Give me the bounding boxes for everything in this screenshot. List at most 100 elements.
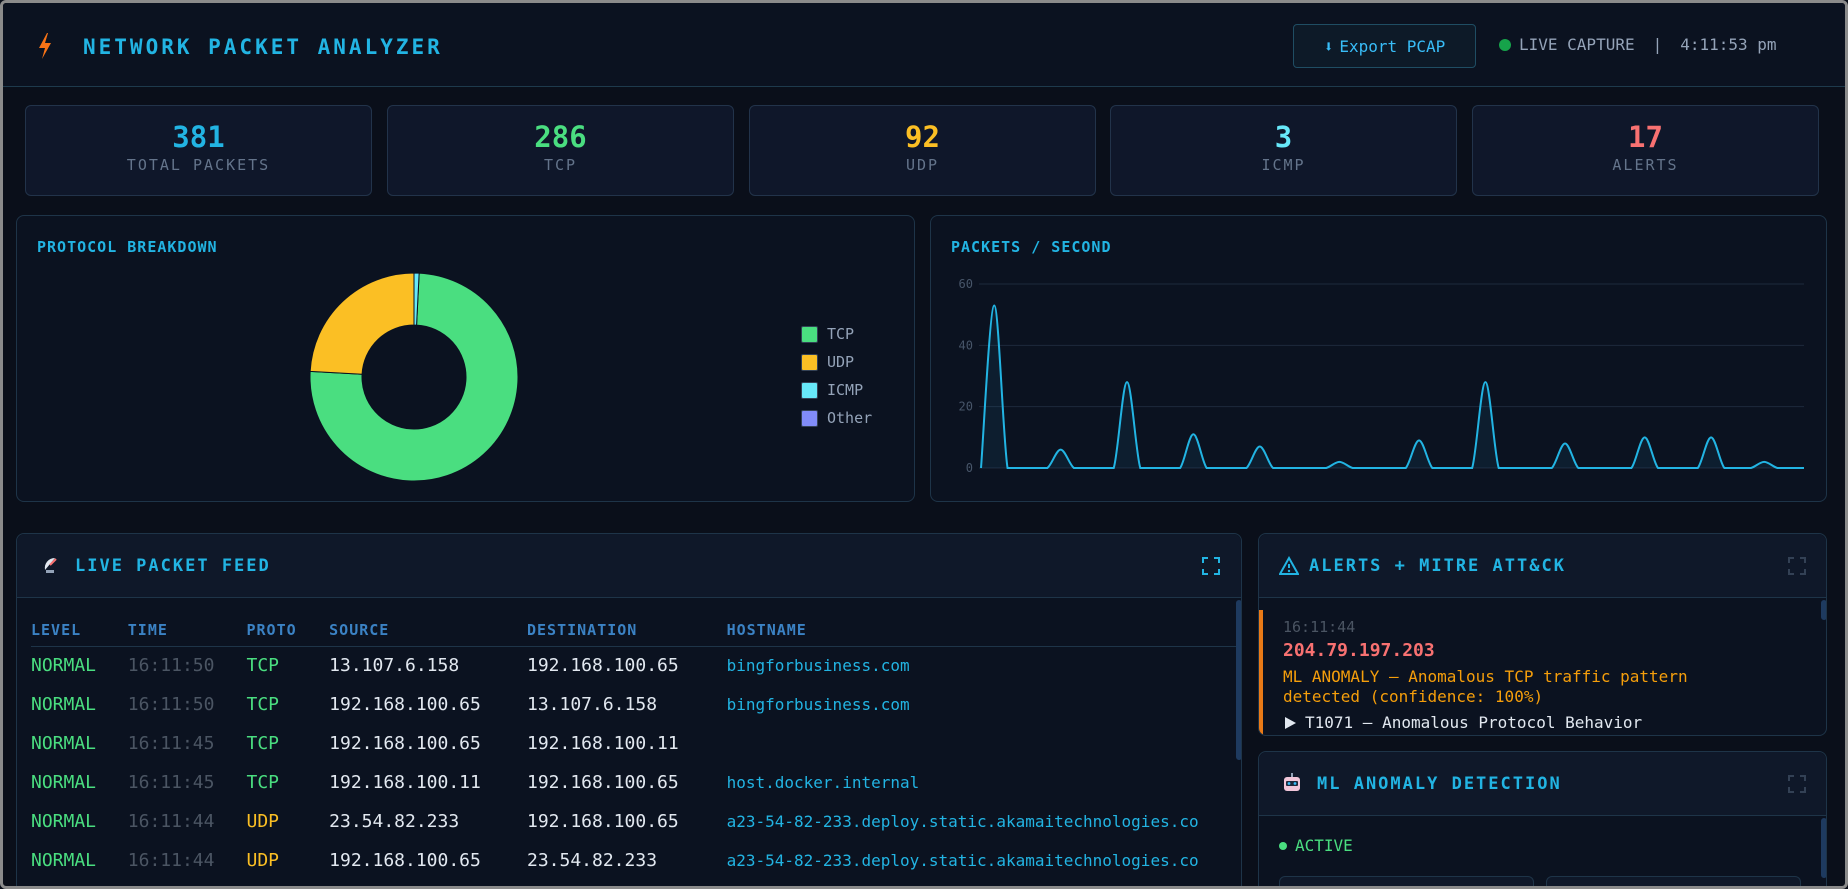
column-header-level[interactable]: LEVEL <box>31 614 128 647</box>
legend-item-udp[interactable]: UDP <box>801 348 872 376</box>
cell-proto: UDP <box>246 850 279 871</box>
robot-icon <box>1284 773 1300 791</box>
cell-level: NORMAL <box>31 694 97 715</box>
donut-slice-udp <box>309 272 415 375</box>
packets-per-second-panel: PACKETS / SECOND 0 20 40 60 <box>930 215 1827 502</box>
table-row[interactable]: NORMAL 16:11:44 UDP 23.54.82.233 192.168… <box>31 802 1241 841</box>
ml-anomaly-panel: ML ANOMALY DETECTION ACTIVE <box>1258 751 1827 886</box>
feed-scrollbar[interactable] <box>1236 600 1241 760</box>
cell-proto: TCP <box>246 772 279 793</box>
cell-source: 13.107.6.158 <box>329 655 460 677</box>
ml-scrollbar[interactable] <box>1821 818 1826 878</box>
export-label: Export PCAP <box>1339 36 1446 56</box>
cell-destination: 13.107.6.158 <box>526 694 658 715</box>
legend-item-icmp[interactable]: ICMP <box>801 376 872 404</box>
cell-level: NORMAL <box>31 655 97 677</box>
alerts-scrollbar[interactable] <box>1821 600 1826 620</box>
play-icon <box>1285 716 1296 729</box>
panel-title: ALERTS + MITRE ATT&CK <box>1309 556 1566 576</box>
ml-metric-card <box>1279 876 1534 886</box>
column-header-time[interactable]: TIME <box>127 614 247 647</box>
donut-slice-icmp <box>413 272 420 326</box>
cell-source: 23.54.82.233 <box>329 811 460 832</box>
panel-header: LIVE PACKET FEED <box>17 534 1241 598</box>
app-title: NETWORK PACKET ANALYZER <box>83 35 443 59</box>
live-capture-label: LIVE CAPTURE <box>1519 35 1635 54</box>
cell-destination: 192.168.100.11 <box>526 733 679 754</box>
cell-hostname <box>727 724 1241 763</box>
table-row[interactable]: NORMAL 16:11:45 TCP 192.168.100.11 192.1… <box>31 763 1241 802</box>
satellite-dish-icon <box>44 557 57 573</box>
expand-icon[interactable] <box>1787 556 1807 576</box>
legend-item-tcp[interactable]: TCP <box>801 320 872 348</box>
column-header-destination[interactable]: DESTINATION <box>526 614 727 647</box>
protocol-breakdown-panel: PROTOCOL BREAKDOWN TCP UDP ICMP Other <box>16 215 915 502</box>
legend-item-other[interactable]: Other <box>801 404 872 432</box>
cell-destination: 192.168.100.65 <box>526 655 679 677</box>
export-pcap-button[interactable]: ⬇ Export PCAP <box>1293 24 1476 68</box>
stat-card-tcp: 286 TCP <box>387 105 734 196</box>
mitre-label: T1071 — Anomalous Protocol Behavior <box>1305 713 1643 732</box>
cell-destination: 23.54.82.233 <box>526 850 658 871</box>
stat-value: 286 <box>534 120 587 154</box>
cell-hostname: host.docker.internal <box>726 773 920 792</box>
panel-title: PROTOCOL BREAKDOWN <box>37 238 218 256</box>
clock: 4:11:53 pm <box>1680 35 1777 54</box>
top-bar: NETWORK PACKET ANALYZER ⬇ Export PCAP LI… <box>3 3 1845 87</box>
ml-status-label: ACTIVE <box>1295 836 1353 855</box>
header-separator: | <box>1652 35 1663 54</box>
expand-icon[interactable] <box>1787 774 1807 794</box>
mitre-technique[interactable]: T1071 — Anomalous Protocol Behavior <box>1283 713 1642 732</box>
table-row[interactable]: NORMAL 16:11:50 TCP 13.107.6.158 192.168… <box>31 646 1241 685</box>
table-row[interactable]: NORMAL 16:11:50 TCP 192.168.100.65 13.10… <box>31 685 1241 724</box>
stat-value: 17 <box>1628 120 1663 154</box>
cell-proto: UDP <box>246 811 279 832</box>
cell-time: 16:11:44 <box>127 850 215 871</box>
legend-label: ICMP <box>827 381 864 399</box>
legend-swatch <box>801 353 818 371</box>
cell-level: NORMAL <box>31 811 97 832</box>
pps-line <box>980 304 1804 469</box>
cell-hostname: bingforbusiness.com <box>726 695 910 714</box>
alert-ip: 204.79.197.203 <box>1283 640 1435 661</box>
status-dot-icon <box>1279 841 1287 850</box>
column-header-proto[interactable]: PROTO <box>246 614 330 647</box>
cell-time: 16:11:45 <box>127 772 215 793</box>
donut-slice-tcp <box>309 272 519 482</box>
cell-destination: 192.168.100.65 <box>526 772 679 793</box>
ml-status: ACTIVE <box>1279 836 1353 855</box>
alert-message: ML ANOMALY — Anomalous TCP traffic patte… <box>1283 667 1688 706</box>
stat-label: ICMP <box>1261 156 1306 174</box>
live-packet-feed-panel: LIVE PACKET FEED LEVEL TIME PROTO SOURCE… <box>16 533 1242 886</box>
ml-metric-card <box>1546 876 1801 886</box>
expand-icon[interactable] <box>1201 556 1221 576</box>
table-row[interactable]: NORMAL 16:11:45 TCP 192.168.100.65 192.1… <box>31 724 1241 763</box>
legend-label: UDP <box>827 353 855 371</box>
stat-card-total: 381 TOTAL PACKETS <box>25 105 372 196</box>
cell-proto: TCP <box>246 655 279 677</box>
chart-legend: TCP UDP ICMP Other <box>801 320 872 432</box>
cell-source: 192.168.100.65 <box>329 733 481 754</box>
pps-area <box>981 305 1804 468</box>
alert-time: 16:11:44 <box>1283 618 1356 636</box>
cell-time: 16:11:44 <box>127 811 215 832</box>
column-header-source[interactable]: SOURCE <box>329 614 527 647</box>
table-header-row: LEVEL TIME PROTO SOURCE DESTINATION HOST… <box>31 614 1241 647</box>
y-tick-label: 20 <box>959 400 973 414</box>
table-row[interactable]: NORMAL 16:11:44 UDP 192.168.100.65 23.54… <box>31 841 1241 880</box>
cell-source: 192.168.100.65 <box>329 850 481 871</box>
y-tick-label: 60 <box>959 277 973 291</box>
packets-per-second-chart: 0 20 40 60 <box>959 277 1804 475</box>
stat-value: 92 <box>905 120 940 154</box>
cell-source: 192.168.100.65 <box>329 694 481 715</box>
cell-proto: TCP <box>246 694 279 715</box>
legend-swatch <box>801 325 818 343</box>
panel-header: ALERTS + MITRE ATT&CK <box>1259 534 1826 598</box>
legend-label: TCP <box>827 325 855 343</box>
alert-item[interactable]: 16:11:44 204.79.197.203 ML ANOMALY — Ano… <box>1259 610 1818 735</box>
stat-label: TCP <box>543 156 578 174</box>
column-header-hostname[interactable]: HOSTNAME <box>726 614 1241 647</box>
legend-swatch <box>801 409 818 427</box>
panel-title: LIVE PACKET FEED <box>75 556 271 576</box>
